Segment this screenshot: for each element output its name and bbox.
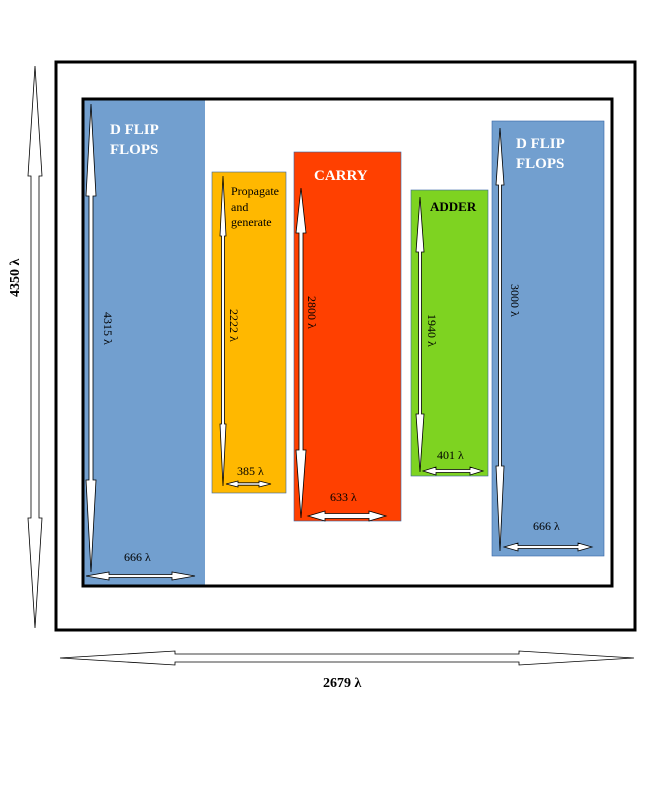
total-width-label: 2679 λ [323,676,362,691]
dff-left-height-label: 4315 λ [101,312,115,345]
carry-height-label: 2800 λ [305,296,319,329]
carry-width-arrow [306,510,388,522]
propagate-width-arrow [225,480,272,488]
adder-width-label: 401 λ [437,448,464,462]
adder-block [410,189,489,477]
total-width-arrow [59,650,635,666]
adder-title: ADDER [430,199,477,214]
dff-left-height-arrow [85,103,97,573]
dff-right-title-line1: D FLIP [516,136,565,152]
dff-right-block [491,120,605,557]
adder-width-arrow [421,466,485,476]
dff-left-title-line2: FLOPS [110,142,158,158]
propagate-width-label: 385 λ [237,464,264,478]
propagate-title-line2: and [231,200,248,214]
dff-left-title-line1: D FLIP [110,122,159,138]
outer-frame [54,60,637,632]
dff-left-width-label: 666 λ [124,550,151,564]
dff-left-width-arrow [85,571,196,581]
dff-left-block [83,99,205,586]
dff-right-width-arrow [502,542,594,552]
adder-height-arrow [415,196,425,473]
carry-width-label: 633 λ [330,490,357,504]
dff-right-height-label: 3000 λ [508,284,522,317]
carry-title: CARRY [314,168,368,184]
dff-right-width-label: 666 λ [533,519,560,533]
carry-height-arrow [295,187,307,519]
propagate-height-label: 2222 λ [227,309,241,342]
total-height-arrow [27,65,43,629]
dff-right-height-arrow [495,127,505,552]
propagate-title-line1: Propagate [231,184,279,198]
dff-right-title-line2: FLOPS [516,156,564,172]
inner-frame [81,97,614,588]
propagate-height-arrow [219,175,227,487]
propagate-title-line3: generate [231,215,272,229]
total-height-label: 4350 λ [8,259,23,298]
carry-block [293,151,402,522]
adder-height-label: 1940 λ [425,314,439,347]
